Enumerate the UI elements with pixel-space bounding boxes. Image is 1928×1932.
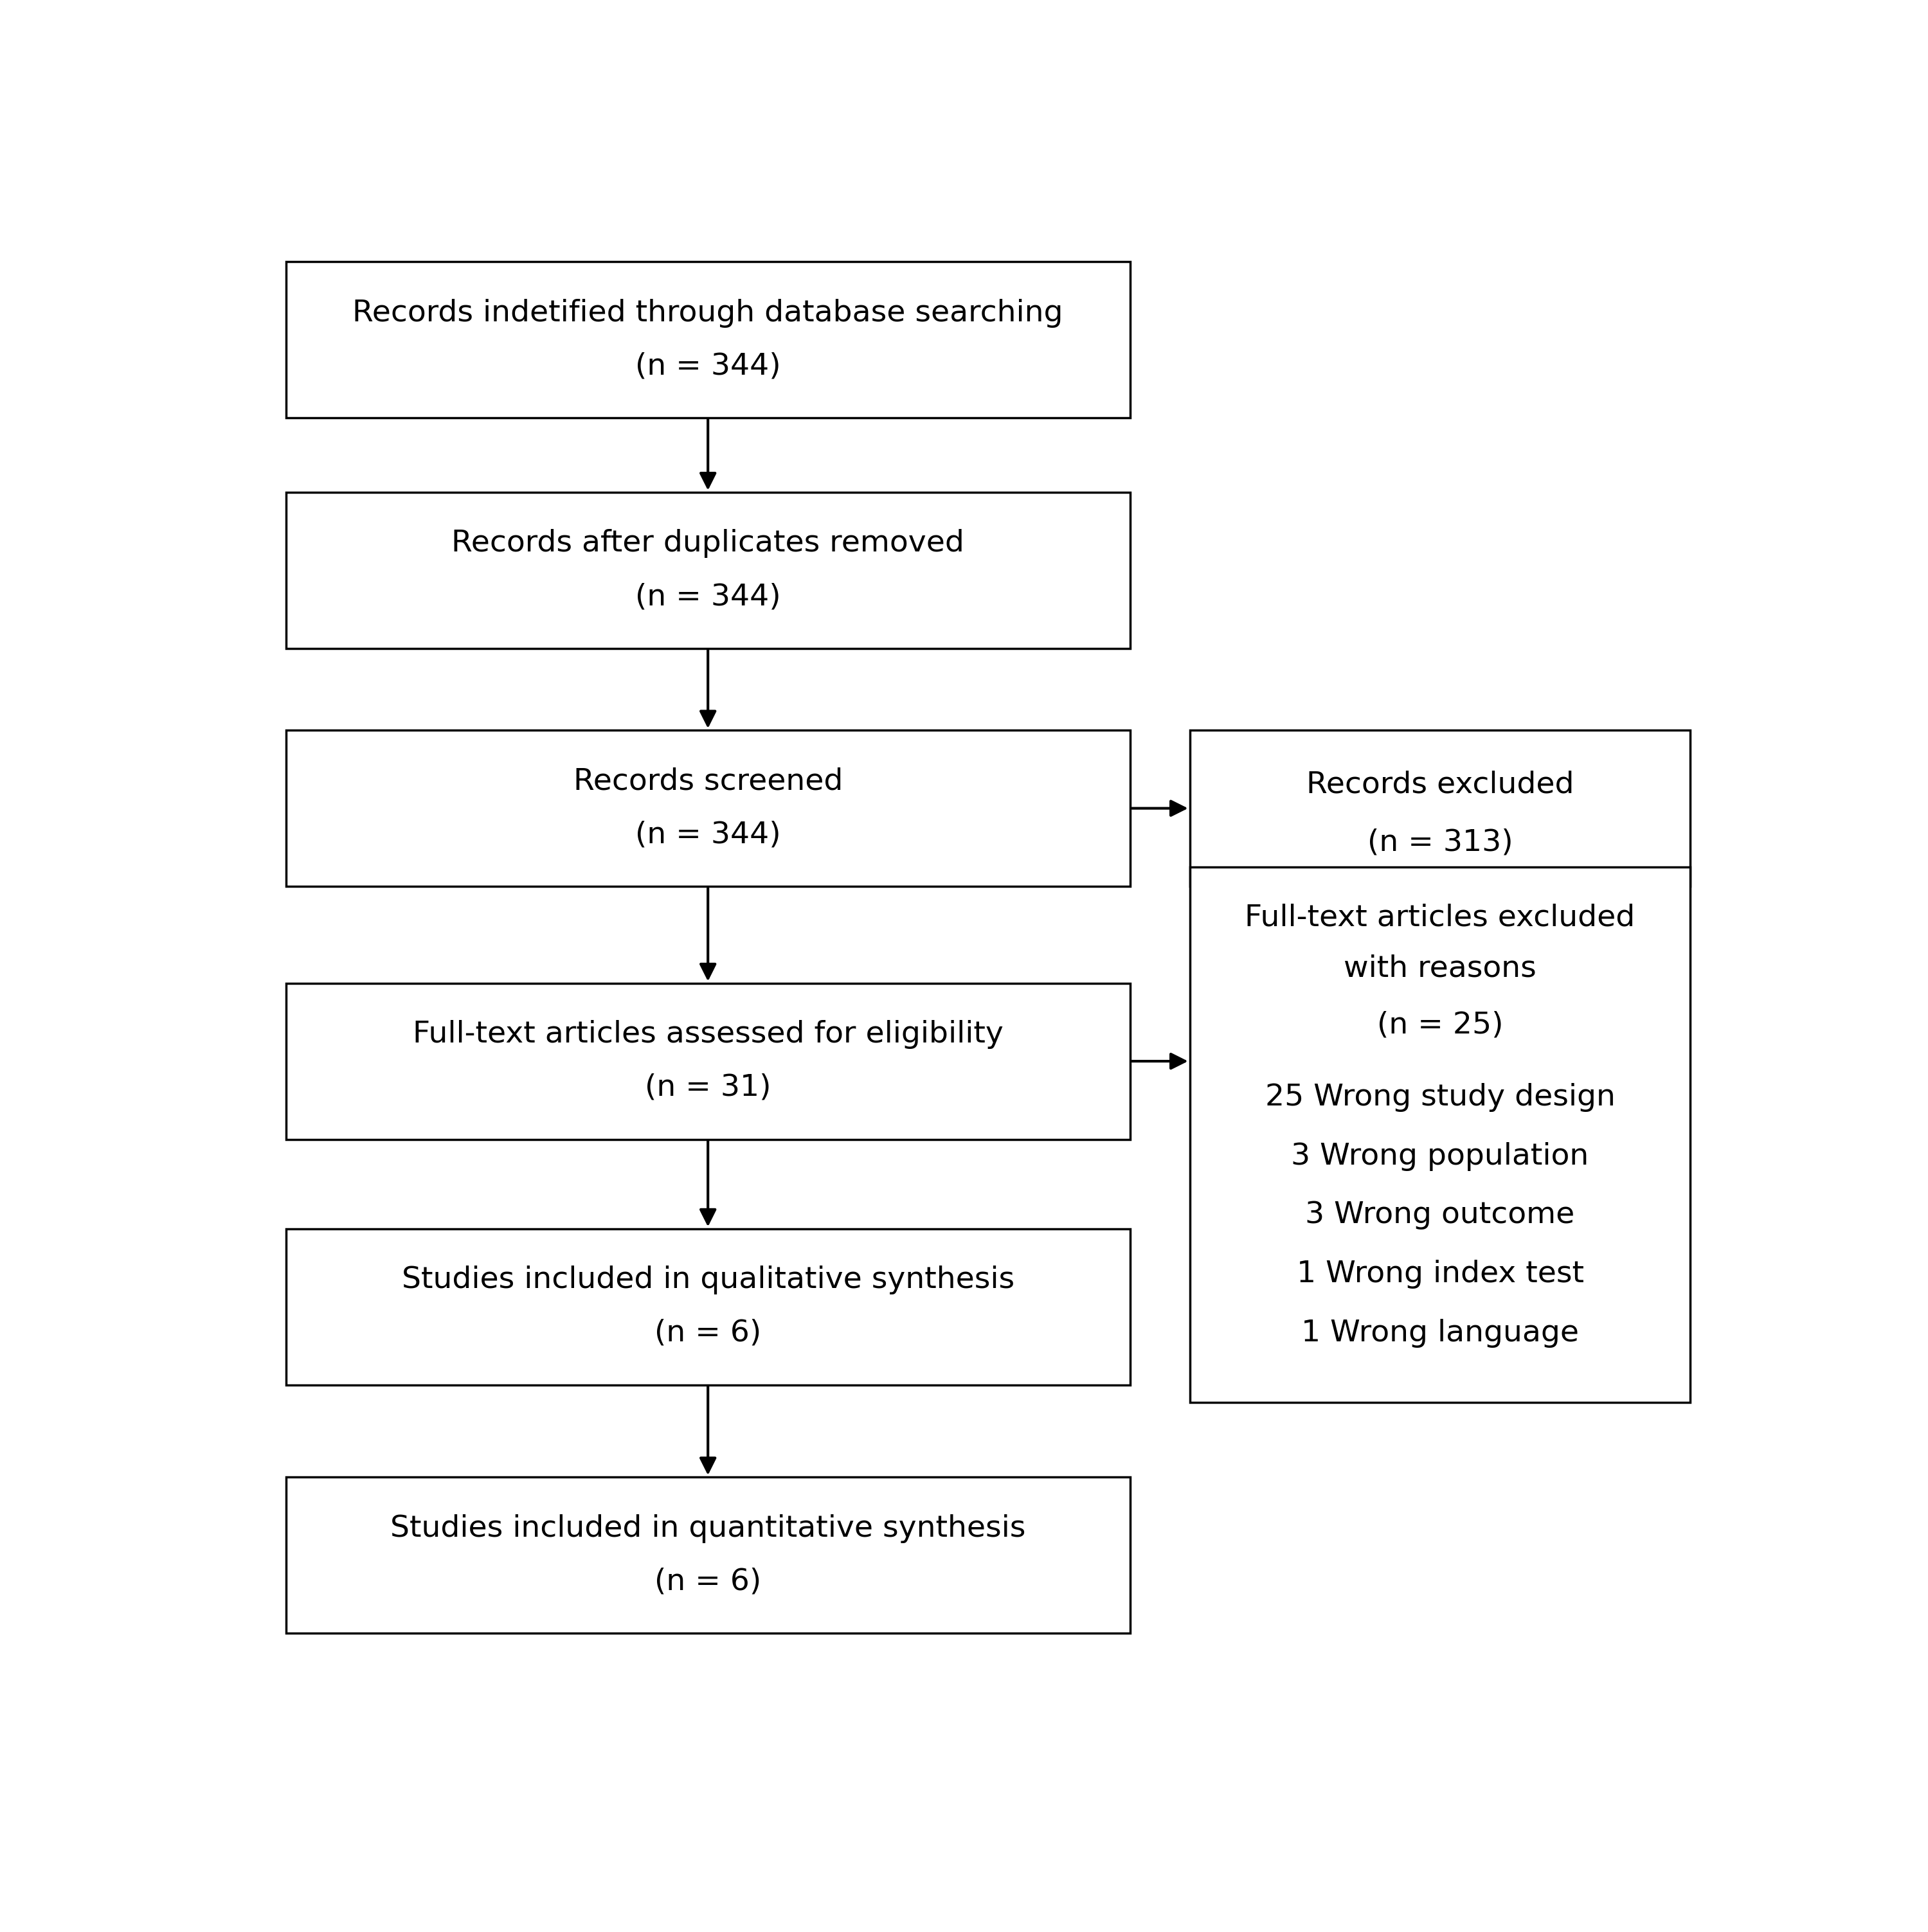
FancyBboxPatch shape (285, 1476, 1130, 1633)
Text: 1 Wrong language: 1 Wrong language (1301, 1318, 1579, 1347)
Text: 3 Wrong outcome: 3 Wrong outcome (1305, 1200, 1575, 1229)
Text: (n = 313): (n = 313) (1367, 829, 1513, 858)
Text: (n = 344): (n = 344) (634, 582, 781, 611)
Text: 3 Wrong population: 3 Wrong population (1292, 1142, 1589, 1171)
Text: 25 Wrong study design: 25 Wrong study design (1265, 1084, 1616, 1111)
Text: Studies included in qualitative synthesis: Studies included in qualitative synthesi… (401, 1265, 1014, 1294)
FancyBboxPatch shape (285, 261, 1130, 417)
Text: 1 Wrong index test: 1 Wrong index test (1296, 1260, 1583, 1289)
FancyBboxPatch shape (1190, 867, 1691, 1403)
Text: Full-text articles excluded: Full-text articles excluded (1245, 904, 1635, 933)
Text: (n = 6): (n = 6) (654, 1567, 762, 1596)
Text: (n = 25): (n = 25) (1377, 1010, 1504, 1039)
Text: (n = 31): (n = 31) (644, 1074, 771, 1103)
Text: Studies included in quantitative synthesis: Studies included in quantitative synthes… (389, 1515, 1026, 1544)
FancyBboxPatch shape (285, 1229, 1130, 1385)
Text: (n = 6): (n = 6) (654, 1320, 762, 1349)
Text: Full-text articles assessed for eligibility: Full-text articles assessed for eligibil… (413, 1020, 1003, 1049)
Text: Records excluded: Records excluded (1305, 771, 1573, 800)
Text: (n = 344): (n = 344) (634, 821, 781, 850)
Text: (n = 344): (n = 344) (634, 352, 781, 381)
Text: Records after duplicates removed: Records after duplicates removed (451, 529, 964, 558)
Text: with reasons: with reasons (1344, 954, 1537, 983)
FancyBboxPatch shape (285, 730, 1130, 887)
FancyBboxPatch shape (285, 493, 1130, 649)
FancyBboxPatch shape (285, 983, 1130, 1140)
Text: Records screened: Records screened (573, 767, 843, 796)
FancyBboxPatch shape (1190, 730, 1691, 887)
Text: Records indetified through database searching: Records indetified through database sear… (353, 299, 1062, 328)
